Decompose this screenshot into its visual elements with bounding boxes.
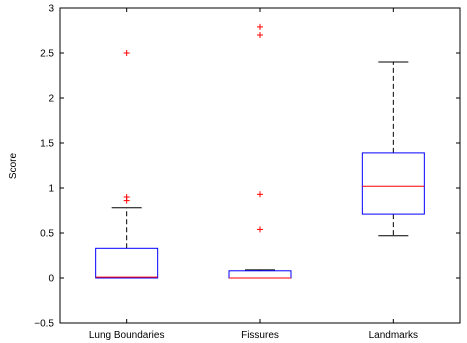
- x-tick-label: Fissures: [241, 330, 279, 341]
- outlier-marker: [257, 23, 263, 30]
- outlier-marker: [123, 50, 130, 56]
- box-iqr: [361, 152, 425, 215]
- y-tick-label: 3: [48, 4, 54, 15]
- outlier-marker: [257, 191, 263, 198]
- y-tick-label: 0: [48, 274, 54, 285]
- x-axis-ticks: Lung Boundaries Fissures Landmarks: [89, 8, 418, 341]
- outlier-marker: [257, 32, 263, 38]
- box-group: [228, 23, 292, 279]
- box-series: [95, 23, 425, 279]
- y-tick-label: 0.5: [40, 229, 54, 240]
- x-tick-label: Lung Boundaries: [89, 330, 165, 341]
- plot-area: [59, 7, 461, 324]
- y-tick-label: 2: [48, 94, 54, 105]
- box-group: [95, 50, 159, 279]
- y-axis-label: Score: [8, 153, 19, 180]
- x-tick-label: Landmarks: [369, 330, 418, 341]
- y-tick-label: 1.5: [40, 139, 54, 150]
- box-group: [361, 61, 425, 237]
- outlier-marker: [257, 226, 263, 233]
- y-axis-ticks: −0.5 0 0.5 1 1.5 2 2.5 3: [34, 4, 460, 330]
- y-tick-label: −0.5: [34, 319, 54, 330]
- y-tick-label: 1: [48, 184, 54, 195]
- box-iqr: [95, 247, 159, 279]
- outlier-marker: [123, 194, 130, 200]
- y-tick-label: 2.5: [40, 49, 54, 60]
